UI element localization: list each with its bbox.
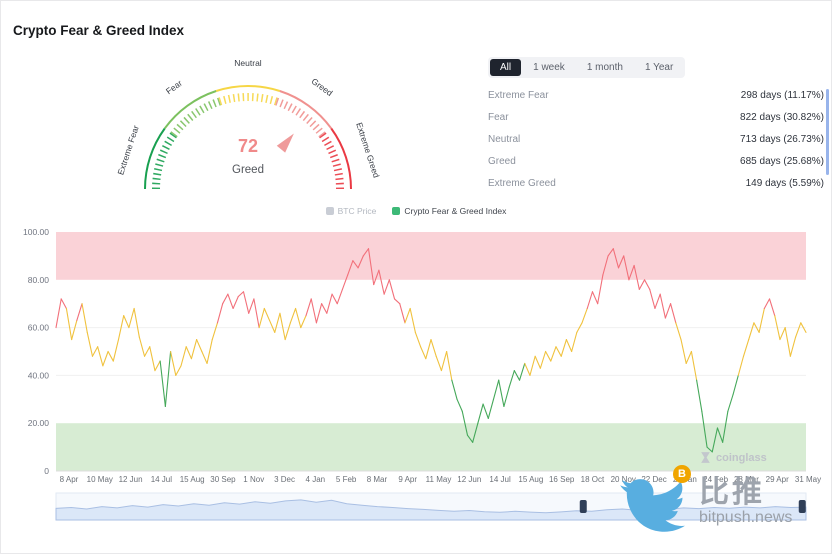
stats-value: 298 days (11.17%) xyxy=(740,90,824,102)
stats-value: 713 days (26.73%) xyxy=(740,133,824,145)
bitcoin-icon: B xyxy=(673,465,691,483)
svg-text:12 Jun: 12 Jun xyxy=(457,475,481,484)
tab-all[interactable]: All xyxy=(490,59,522,76)
gauge-value: 72 xyxy=(237,136,259,156)
stats-value: 149 days (5.59%) xyxy=(745,177,824,189)
svg-text:9 Apr: 9 Apr xyxy=(398,475,417,484)
stats-label: Extreme Greed xyxy=(488,177,556,189)
stats-row-fear: Fear 822 days (30.82%) xyxy=(488,107,824,129)
svg-text:10 May: 10 May xyxy=(87,475,113,484)
svg-text:15 Aug: 15 Aug xyxy=(180,475,205,484)
range-tabs: All 1 week 1 month 1 Year xyxy=(488,57,686,78)
svg-text:40.00: 40.00 xyxy=(28,370,50,380)
svg-text:12 Jun: 12 Jun xyxy=(119,475,143,484)
svg-text:16 Sep: 16 Sep xyxy=(549,475,575,484)
gauge-segment-label: Neutral xyxy=(234,58,262,68)
svg-text:1 Nov: 1 Nov xyxy=(243,475,264,484)
stats-value: 685 days (25.68%) xyxy=(740,155,824,167)
page-title: Crypto Fear & Greed Index xyxy=(13,23,185,38)
gauge-segment-label: Extreme Greed xyxy=(354,121,381,179)
gauge-segment-label: Greed xyxy=(310,76,335,98)
tab-1-year[interactable]: 1 Year xyxy=(644,62,674,73)
bitpush-watermark: B 比推 bitpush.news xyxy=(617,465,829,549)
coinglass-label: coinglass xyxy=(716,451,767,464)
coinglass-watermark: coinglass xyxy=(699,451,767,464)
gauge-needle xyxy=(276,133,294,153)
svg-text:18 Oct: 18 Oct xyxy=(581,475,605,484)
coinglass-icon xyxy=(701,452,710,463)
stats-row-extreme-fear: Extreme Fear 298 days (11.17%) xyxy=(488,85,824,107)
svg-text:20 Nov: 20 Nov xyxy=(611,475,636,484)
svg-text:5 Feb: 5 Feb xyxy=(336,475,357,484)
svg-text:22 Dec: 22 Dec xyxy=(641,475,666,484)
svg-text:28 Mar: 28 Mar xyxy=(734,475,759,484)
stats-row-neutral: Neutral 713 days (26.73%) xyxy=(488,129,824,151)
fear-greed-line xyxy=(55,248,807,453)
stats-label: Greed xyxy=(488,155,516,167)
svg-text:60.00: 60.00 xyxy=(28,323,50,333)
legend-label: BTC Price xyxy=(337,206,377,216)
svg-text:29 Apr: 29 Apr xyxy=(766,475,789,484)
chart-legend: BTC Price Crypto Fear & Greed Index xyxy=(1,206,831,216)
svg-text:4 Jan: 4 Jan xyxy=(306,475,326,484)
svg-text:14 Jul: 14 Jul xyxy=(151,475,173,484)
svg-text:0: 0 xyxy=(44,466,49,476)
extreme-greed-zone xyxy=(56,232,806,280)
legend-marker-index xyxy=(392,207,401,215)
gauge-segment-label: Fear xyxy=(164,78,184,96)
gauge-value-label: Greed xyxy=(232,164,264,176)
svg-text:24 Feb: 24 Feb xyxy=(703,475,728,484)
tab-1-week[interactable]: 1 week xyxy=(533,62,565,73)
stats-row-greed: Greed 685 days (25.68%) xyxy=(488,150,824,172)
stats-value: 822 days (30.82%) xyxy=(740,112,824,124)
svg-text:20.00: 20.00 xyxy=(28,418,50,428)
bitpush-domain: bitpush.news xyxy=(699,509,793,526)
svg-text:14 Jul: 14 Jul xyxy=(489,475,511,484)
svg-text:11 May: 11 May xyxy=(426,475,452,484)
stats-row-extreme-greed: Extreme Greed 149 days (5.59%) xyxy=(488,172,824,194)
navigator-area xyxy=(55,499,807,521)
svg-text:100.00: 100.00 xyxy=(23,227,49,237)
stats-label: Extreme Fear xyxy=(488,90,549,102)
legend-label: Crypto Fear & Greed Index xyxy=(404,206,507,216)
svg-text:3 Dec: 3 Dec xyxy=(274,475,295,484)
bitpush-bird-icon xyxy=(620,479,685,532)
legend-marker-btc xyxy=(325,207,334,215)
fear-greed-chart[interactable]: 100.00 80.00 60.00 40.00 20.00 0 8 Apr 10 May 12… xyxy=(23,227,821,484)
svg-text:30 Sep: 30 Sep xyxy=(210,475,236,484)
navigator-handle[interactable] xyxy=(579,500,587,513)
stats-scrollbar[interactable] xyxy=(826,89,829,175)
svg-text:15 Aug: 15 Aug xyxy=(518,475,543,484)
svg-text:31 May: 31 May xyxy=(795,475,821,484)
svg-text:8 Apr: 8 Apr xyxy=(60,475,79,484)
legend-item-btc-price[interactable]: BTC Price xyxy=(325,206,377,216)
stats-list: Extreme Fear 298 days (11.17%) Fear 822 … xyxy=(488,85,824,194)
stats-label: Fear xyxy=(488,112,509,124)
bitpush-name: 比推 xyxy=(699,476,765,509)
tab-1-month[interactable]: 1 month xyxy=(586,62,623,73)
gauge-segment-label: Extreme Fear xyxy=(115,124,140,176)
legend-item-fear-greed[interactable]: Crypto Fear & Greed Index xyxy=(392,206,506,216)
navigator-handle[interactable] xyxy=(798,500,806,513)
stats-label: Neutral xyxy=(488,133,521,145)
svg-text:80.00: 80.00 xyxy=(28,275,50,285)
svg-text:8 Mar: 8 Mar xyxy=(367,475,388,484)
navigator[interactable] xyxy=(55,492,807,521)
extreme-fear-zone xyxy=(56,423,806,471)
